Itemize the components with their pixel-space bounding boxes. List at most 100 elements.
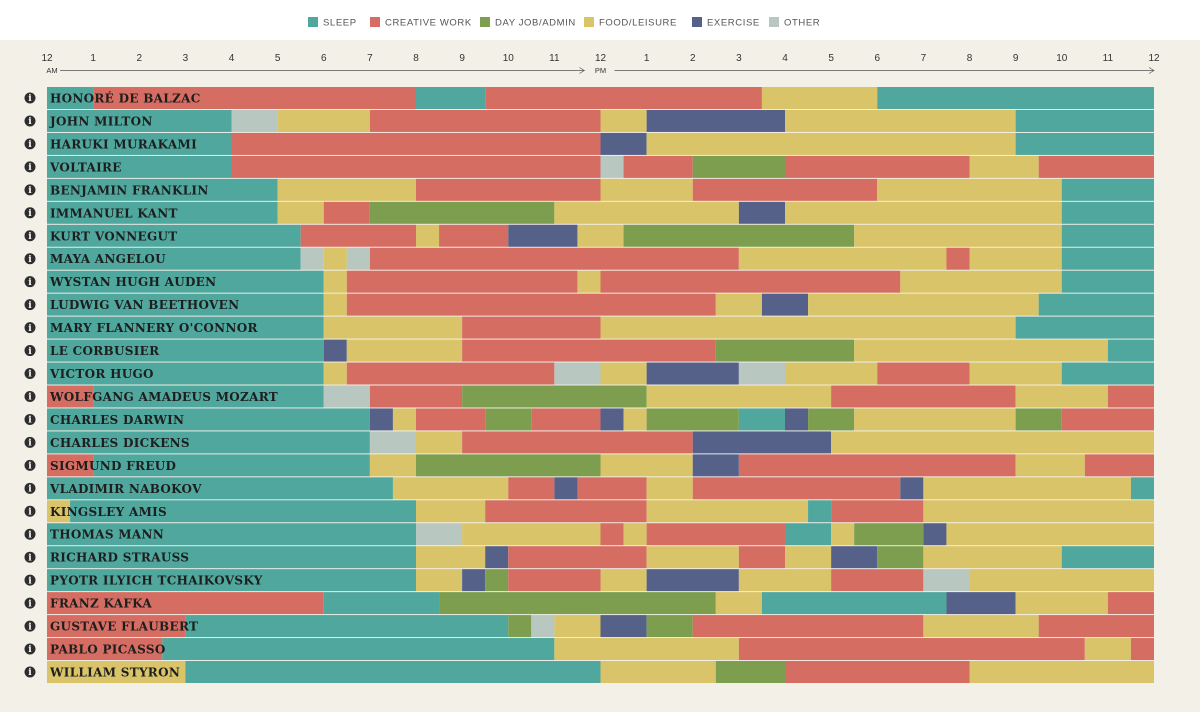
segment-sleep	[323, 592, 440, 615]
segment-sleep	[47, 546, 416, 569]
segment-sleep	[1038, 293, 1154, 316]
hour-tick-label: 6	[321, 53, 327, 64]
segment-sleep	[47, 293, 324, 316]
info-icon[interactable]	[24, 368, 36, 380]
info-icon[interactable]	[24, 666, 36, 678]
info-icon-glyph: i	[28, 94, 32, 104]
segment-dayjob	[623, 224, 855, 247]
segment-food	[416, 500, 486, 523]
info-icon[interactable]	[24, 436, 36, 448]
info-icon[interactable]	[24, 459, 36, 471]
segment-food	[923, 477, 1131, 500]
segment-creative	[346, 293, 716, 316]
segment-food	[600, 362, 647, 385]
segment-food	[346, 339, 463, 362]
info-icon[interactable]	[24, 299, 36, 311]
segment-food	[969, 569, 1154, 592]
info-icon[interactable]	[24, 115, 36, 127]
segment-dayjob	[485, 408, 532, 431]
person-name: JOHN MILTON	[49, 114, 153, 128]
segment-food	[738, 569, 832, 592]
legend-swatch-exercise	[692, 17, 702, 27]
segment-creative	[300, 224, 416, 247]
segment-sleep	[185, 661, 601, 683]
segment-other	[531, 615, 555, 638]
segment-creative	[1061, 408, 1154, 431]
segment-food	[462, 523, 601, 546]
info-icon[interactable]	[24, 184, 36, 196]
info-icon[interactable]	[24, 482, 36, 494]
segment-dayjob	[369, 201, 555, 224]
segment-sleep	[808, 500, 832, 523]
segment-food	[323, 316, 463, 339]
segment-food	[969, 661, 1154, 683]
segment-exercise	[462, 569, 486, 592]
segment-other	[600, 155, 624, 178]
segment-other	[369, 431, 416, 454]
segment-food	[831, 431, 1154, 454]
segment-dayjob	[485, 569, 509, 592]
segment-creative	[692, 178, 878, 201]
segment-sleep	[1061, 178, 1154, 201]
segment-sleep	[1061, 362, 1154, 385]
info-icon[interactable]	[24, 551, 36, 563]
person-name: MAYA ANGELOU	[50, 252, 166, 266]
segment-exercise	[831, 546, 878, 569]
info-icon[interactable]	[24, 345, 36, 357]
segment-food	[646, 477, 693, 500]
segment-creative	[831, 385, 1016, 408]
person-name: PYOTR ILYICH TCHAIKOVSKY	[50, 574, 263, 588]
segment-creative	[369, 385, 463, 408]
segment-creative	[485, 500, 647, 523]
segment-sleep	[1130, 477, 1154, 500]
legend-swatch-sleep	[308, 17, 318, 27]
segment-food	[738, 247, 947, 270]
segment-sleep	[1061, 224, 1154, 247]
segment-dayjob	[692, 155, 785, 178]
info-icon[interactable]	[24, 413, 36, 425]
info-icon[interactable]	[24, 138, 36, 150]
info-icon[interactable]	[24, 230, 36, 242]
hour-tick-label: 11	[1103, 53, 1114, 64]
segment-food	[277, 201, 324, 224]
info-icon[interactable]	[24, 643, 36, 655]
info-icon-glyph: i	[28, 439, 32, 449]
segment-creative	[416, 178, 601, 201]
info-icon[interactable]	[24, 92, 36, 104]
info-icon[interactable]	[24, 161, 36, 173]
person-name: HARUKI MURAKAMI	[50, 137, 197, 151]
info-icon[interactable]	[24, 574, 36, 586]
segment-sleep	[738, 408, 785, 431]
info-icon-glyph: i	[28, 485, 32, 495]
segment-exercise	[761, 293, 809, 316]
segment-sleep	[47, 87, 94, 109]
segment-food	[416, 569, 463, 592]
segment-creative	[439, 224, 509, 247]
segment-creative	[462, 316, 601, 339]
info-icon[interactable]	[24, 528, 36, 540]
info-icon[interactable]	[24, 505, 36, 517]
info-icon[interactable]	[24, 207, 36, 219]
info-icon[interactable]	[24, 390, 36, 402]
segment-creative	[1038, 615, 1154, 638]
segment-food	[600, 109, 647, 132]
info-icon[interactable]	[24, 597, 36, 609]
segment-exercise	[738, 201, 785, 224]
segment-food	[323, 293, 347, 316]
info-icon-glyph: i	[28, 599, 32, 609]
legend-label-food: FOOD/LEISURE	[599, 18, 677, 29]
segment-exercise	[485, 546, 509, 569]
hour-tick-label: 12	[1148, 53, 1160, 64]
segment-creative	[323, 201, 370, 224]
info-icon-glyph: i	[28, 186, 32, 196]
segment-creative	[1107, 385, 1154, 408]
segment-exercise	[923, 523, 947, 546]
segment-creative	[531, 408, 601, 431]
info-icon[interactable]	[24, 276, 36, 288]
segment-exercise	[600, 615, 647, 638]
info-icon[interactable]	[24, 620, 36, 632]
info-icon[interactable]	[24, 253, 36, 265]
info-icon[interactable]	[24, 322, 36, 334]
hour-tick-label: 12	[595, 53, 607, 64]
segment-dayjob	[854, 523, 924, 546]
